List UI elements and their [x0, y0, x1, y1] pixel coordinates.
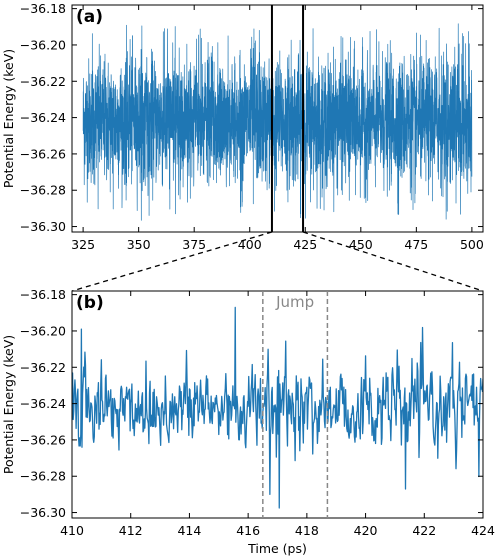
y-tick-label: −36.20: [20, 37, 66, 52]
x-axis-label: Time (ps): [247, 541, 307, 556]
panel-label: (b): [76, 293, 104, 313]
y-tick-label: −36.24: [20, 110, 66, 125]
y-tick-label: −36.20: [20, 323, 66, 338]
x-tick-label: 418: [295, 523, 319, 538]
y-tick-label: −36.22: [20, 360, 66, 375]
x-tick-label: 410: [60, 523, 84, 538]
x-tick-label: 375: [182, 237, 206, 252]
panel-label: (a): [76, 7, 103, 27]
x-tick-label: 420: [354, 523, 378, 538]
x-tick-label: 422: [412, 523, 436, 538]
y-tick-label: −36.22: [20, 74, 66, 89]
x-tick-label: 424: [471, 523, 495, 538]
x-tick-label: 416: [236, 523, 260, 538]
x-tick-label: 475: [404, 237, 428, 252]
series-line-0: [72, 306, 483, 509]
panel-b: 410 412 414 416 418 420 422 424 −36.18 −36.20 −36.…: [1, 287, 495, 556]
y-axis-label: Potential Energy (keV): [1, 49, 16, 188]
y-tick-label: −36.24: [20, 396, 66, 411]
y-tick-label: −36.30: [20, 219, 66, 234]
zoom-connector-left: [71, 231, 273, 292]
x-tick-label: 325: [71, 237, 95, 252]
y-tick-label: −36.28: [20, 183, 66, 198]
axes-frame: [71, 4, 484, 233]
x-tick-label: 412: [119, 523, 143, 538]
y-tick-label: −36.18: [20, 287, 66, 302]
panel-a: 325 350 375 400 425 450 475 500 −36.18 −36.20 −36.…: [1, 1, 484, 252]
x-tick-label: 450: [349, 237, 373, 252]
y-tick-label: −36.18: [20, 1, 66, 16]
jump-label: Jump: [275, 293, 314, 311]
y-axis-label: Potential Energy (keV): [1, 335, 16, 474]
y-tick-label: −36.26: [20, 146, 66, 161]
axes-frame: [71, 290, 484, 519]
y-tick-label: −36.30: [20, 505, 66, 520]
x-tick-label: 400: [238, 237, 262, 252]
y-tick-label: −36.28: [20, 469, 66, 484]
y-tick-label: −36.26: [20, 432, 66, 447]
x-tick-label: 350: [127, 237, 151, 252]
x-tick-label: 414: [177, 523, 201, 538]
zoom-connector-right: [302, 231, 484, 292]
x-tick-label: 500: [460, 237, 484, 252]
x-tick-label: 425: [293, 237, 317, 252]
series-line-0: [82, 23, 473, 221]
